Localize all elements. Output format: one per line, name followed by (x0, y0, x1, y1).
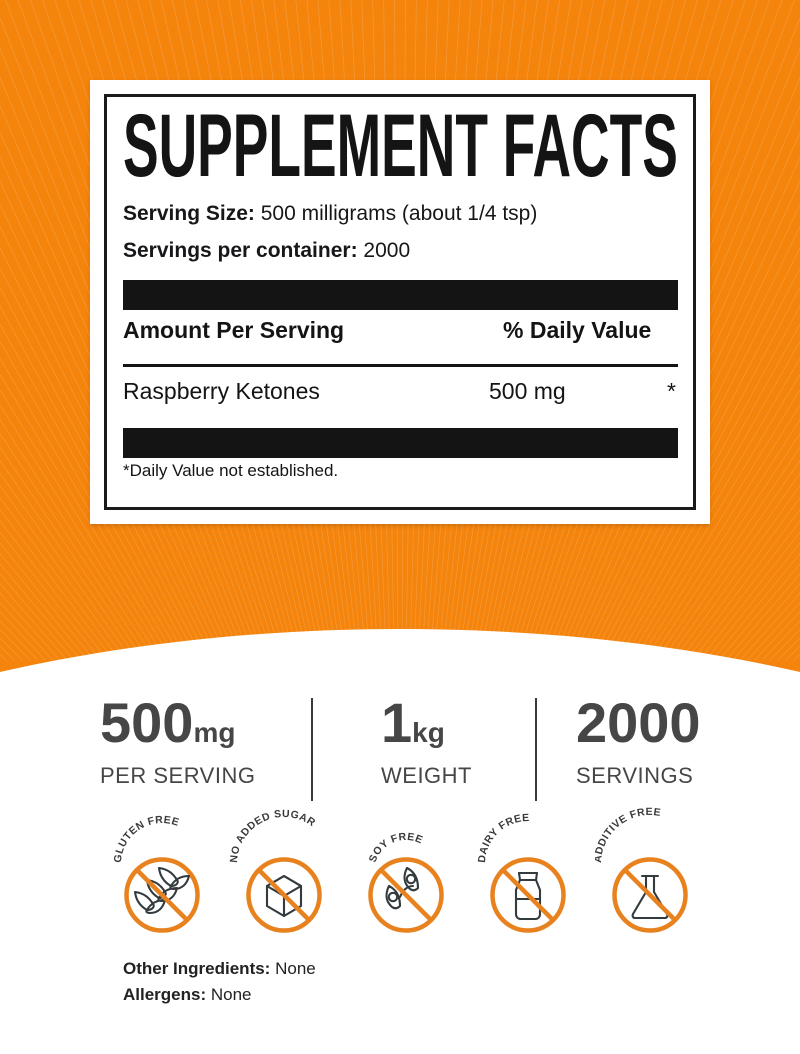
svg-text:DAIRY FREE: DAIRY FREE (476, 812, 530, 863)
svg-text:NO ADDED SUGAR: NO ADDED SUGAR (229, 808, 318, 863)
svg-text:GLUTEN FREE: GLUTEN FREE (112, 814, 181, 864)
svg-text:ADDITIVE FREE: ADDITIVE FREE (595, 806, 662, 863)
